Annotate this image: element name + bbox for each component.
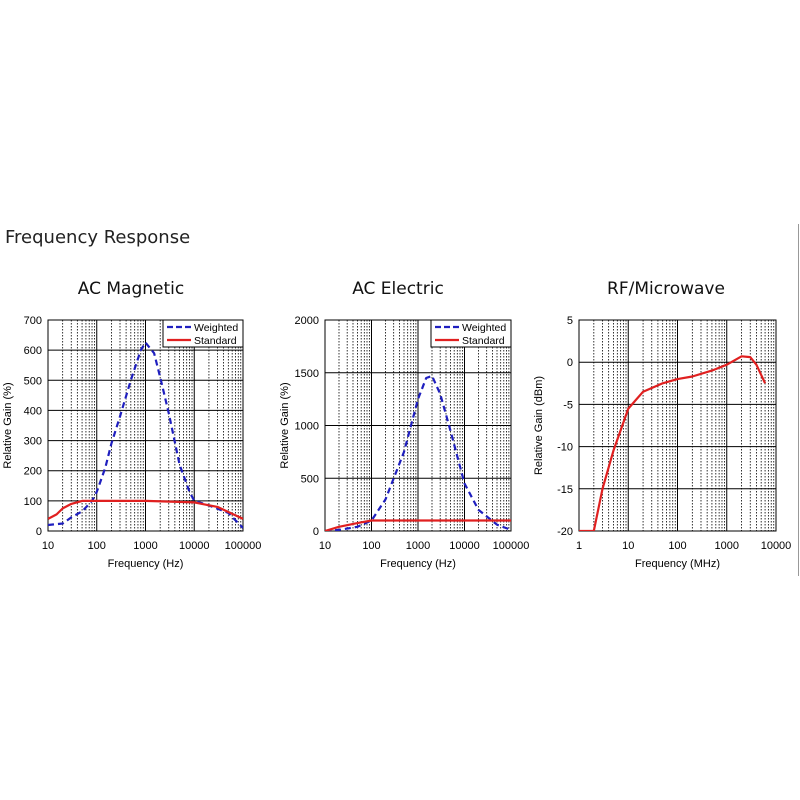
chart-title-ac-magnetic: AC Magnetic bbox=[77, 279, 185, 299]
y-tick-label: -10 bbox=[557, 442, 573, 454]
legend-label: Weighted bbox=[462, 322, 506, 334]
plot-frame bbox=[47, 319, 244, 532]
right-divider bbox=[798, 224, 799, 576]
series-line-standard bbox=[325, 519, 511, 531]
chart-ac-electric: 0 500 1000 1500 2000 10 100 1000 10000 100000 Freq… bbox=[279, 315, 529, 570]
y-tick-label: -20 bbox=[557, 526, 573, 538]
x-tick-label: 100000 bbox=[225, 540, 262, 552]
y-tick-label: 700 bbox=[24, 315, 42, 327]
x-tick-label: 100 bbox=[362, 540, 380, 552]
x-tick-label: 1 bbox=[576, 540, 582, 552]
y-tick-label: -15 bbox=[557, 484, 573, 496]
section-title: Frequency Response bbox=[5, 227, 191, 248]
legend-box bbox=[430, 319, 512, 348]
series-line-weighted bbox=[48, 341, 243, 529]
y-tick-label: 2000 bbox=[295, 315, 319, 327]
y-tick-label: -5 bbox=[563, 399, 573, 411]
x-tick-label: 10000 bbox=[761, 540, 792, 552]
y-tick-label: 1500 bbox=[295, 368, 319, 380]
x-tick-label: 10000 bbox=[449, 540, 480, 552]
x-tick-label: 100 bbox=[668, 540, 686, 552]
y-tick-label: 500 bbox=[301, 473, 319, 485]
x-tick-label: 1000 bbox=[715, 540, 739, 552]
legend-label: Standard bbox=[194, 335, 237, 347]
y-axis-label: Relative Gain (%) bbox=[2, 382, 14, 468]
y-tick-label: 1000 bbox=[295, 421, 319, 433]
series-line-standard bbox=[48, 499, 243, 520]
chart-title-rf-microwave: RF/Microwave bbox=[607, 279, 725, 299]
x-axis-label: Frequency (MHz) bbox=[635, 558, 720, 570]
legend-label: Weighted bbox=[194, 322, 238, 334]
y-tick-label: 200 bbox=[24, 466, 42, 478]
y-axis-label: Relative Gain (%) bbox=[279, 382, 291, 468]
y-tick-label: 0 bbox=[36, 526, 42, 538]
x-tick-label: 10 bbox=[42, 540, 54, 552]
series-line-response bbox=[579, 355, 767, 531]
x-tick-label: 10000 bbox=[179, 540, 210, 552]
legend-label: Standard bbox=[462, 335, 505, 347]
x-tick-label: 1000 bbox=[406, 540, 430, 552]
y-tick-label: 5 bbox=[567, 315, 573, 327]
plot-frame bbox=[324, 319, 512, 532]
legend-box bbox=[162, 319, 244, 348]
x-axis-label: Frequency (Hz) bbox=[108, 558, 184, 570]
y-tick-label: 0 bbox=[567, 357, 573, 369]
x-tick-label: 100 bbox=[88, 540, 106, 552]
chart-ac-magnetic: 0 100 200 300 400 500 600 700 10 100 1000 10000 1000… bbox=[2, 315, 261, 570]
series-line-weighted bbox=[325, 374, 511, 531]
y-tick-label: 500 bbox=[24, 375, 42, 387]
x-tick-label: 10 bbox=[622, 540, 634, 552]
y-tick-label: 0 bbox=[313, 526, 319, 538]
chart-title-ac-electric: AC Electric bbox=[352, 279, 444, 299]
x-tick-label: 1000 bbox=[133, 540, 157, 552]
x-tick-label: 100000 bbox=[493, 540, 530, 552]
x-axis-label: Frequency (Hz) bbox=[380, 558, 456, 570]
plot-frame bbox=[578, 319, 777, 532]
y-tick-label: 600 bbox=[24, 345, 42, 357]
y-tick-label: 100 bbox=[24, 496, 42, 508]
y-tick-label: 300 bbox=[24, 436, 42, 448]
chart-rf-microwave: -20 -15 -10 -5 0 5 1 10 100 1000 10000 Frequency (M… bbox=[533, 315, 791, 570]
y-axis-label: Relative Gain (dBm) bbox=[533, 376, 545, 475]
y-tick-label: 400 bbox=[24, 405, 42, 417]
x-tick-label: 10 bbox=[319, 540, 331, 552]
